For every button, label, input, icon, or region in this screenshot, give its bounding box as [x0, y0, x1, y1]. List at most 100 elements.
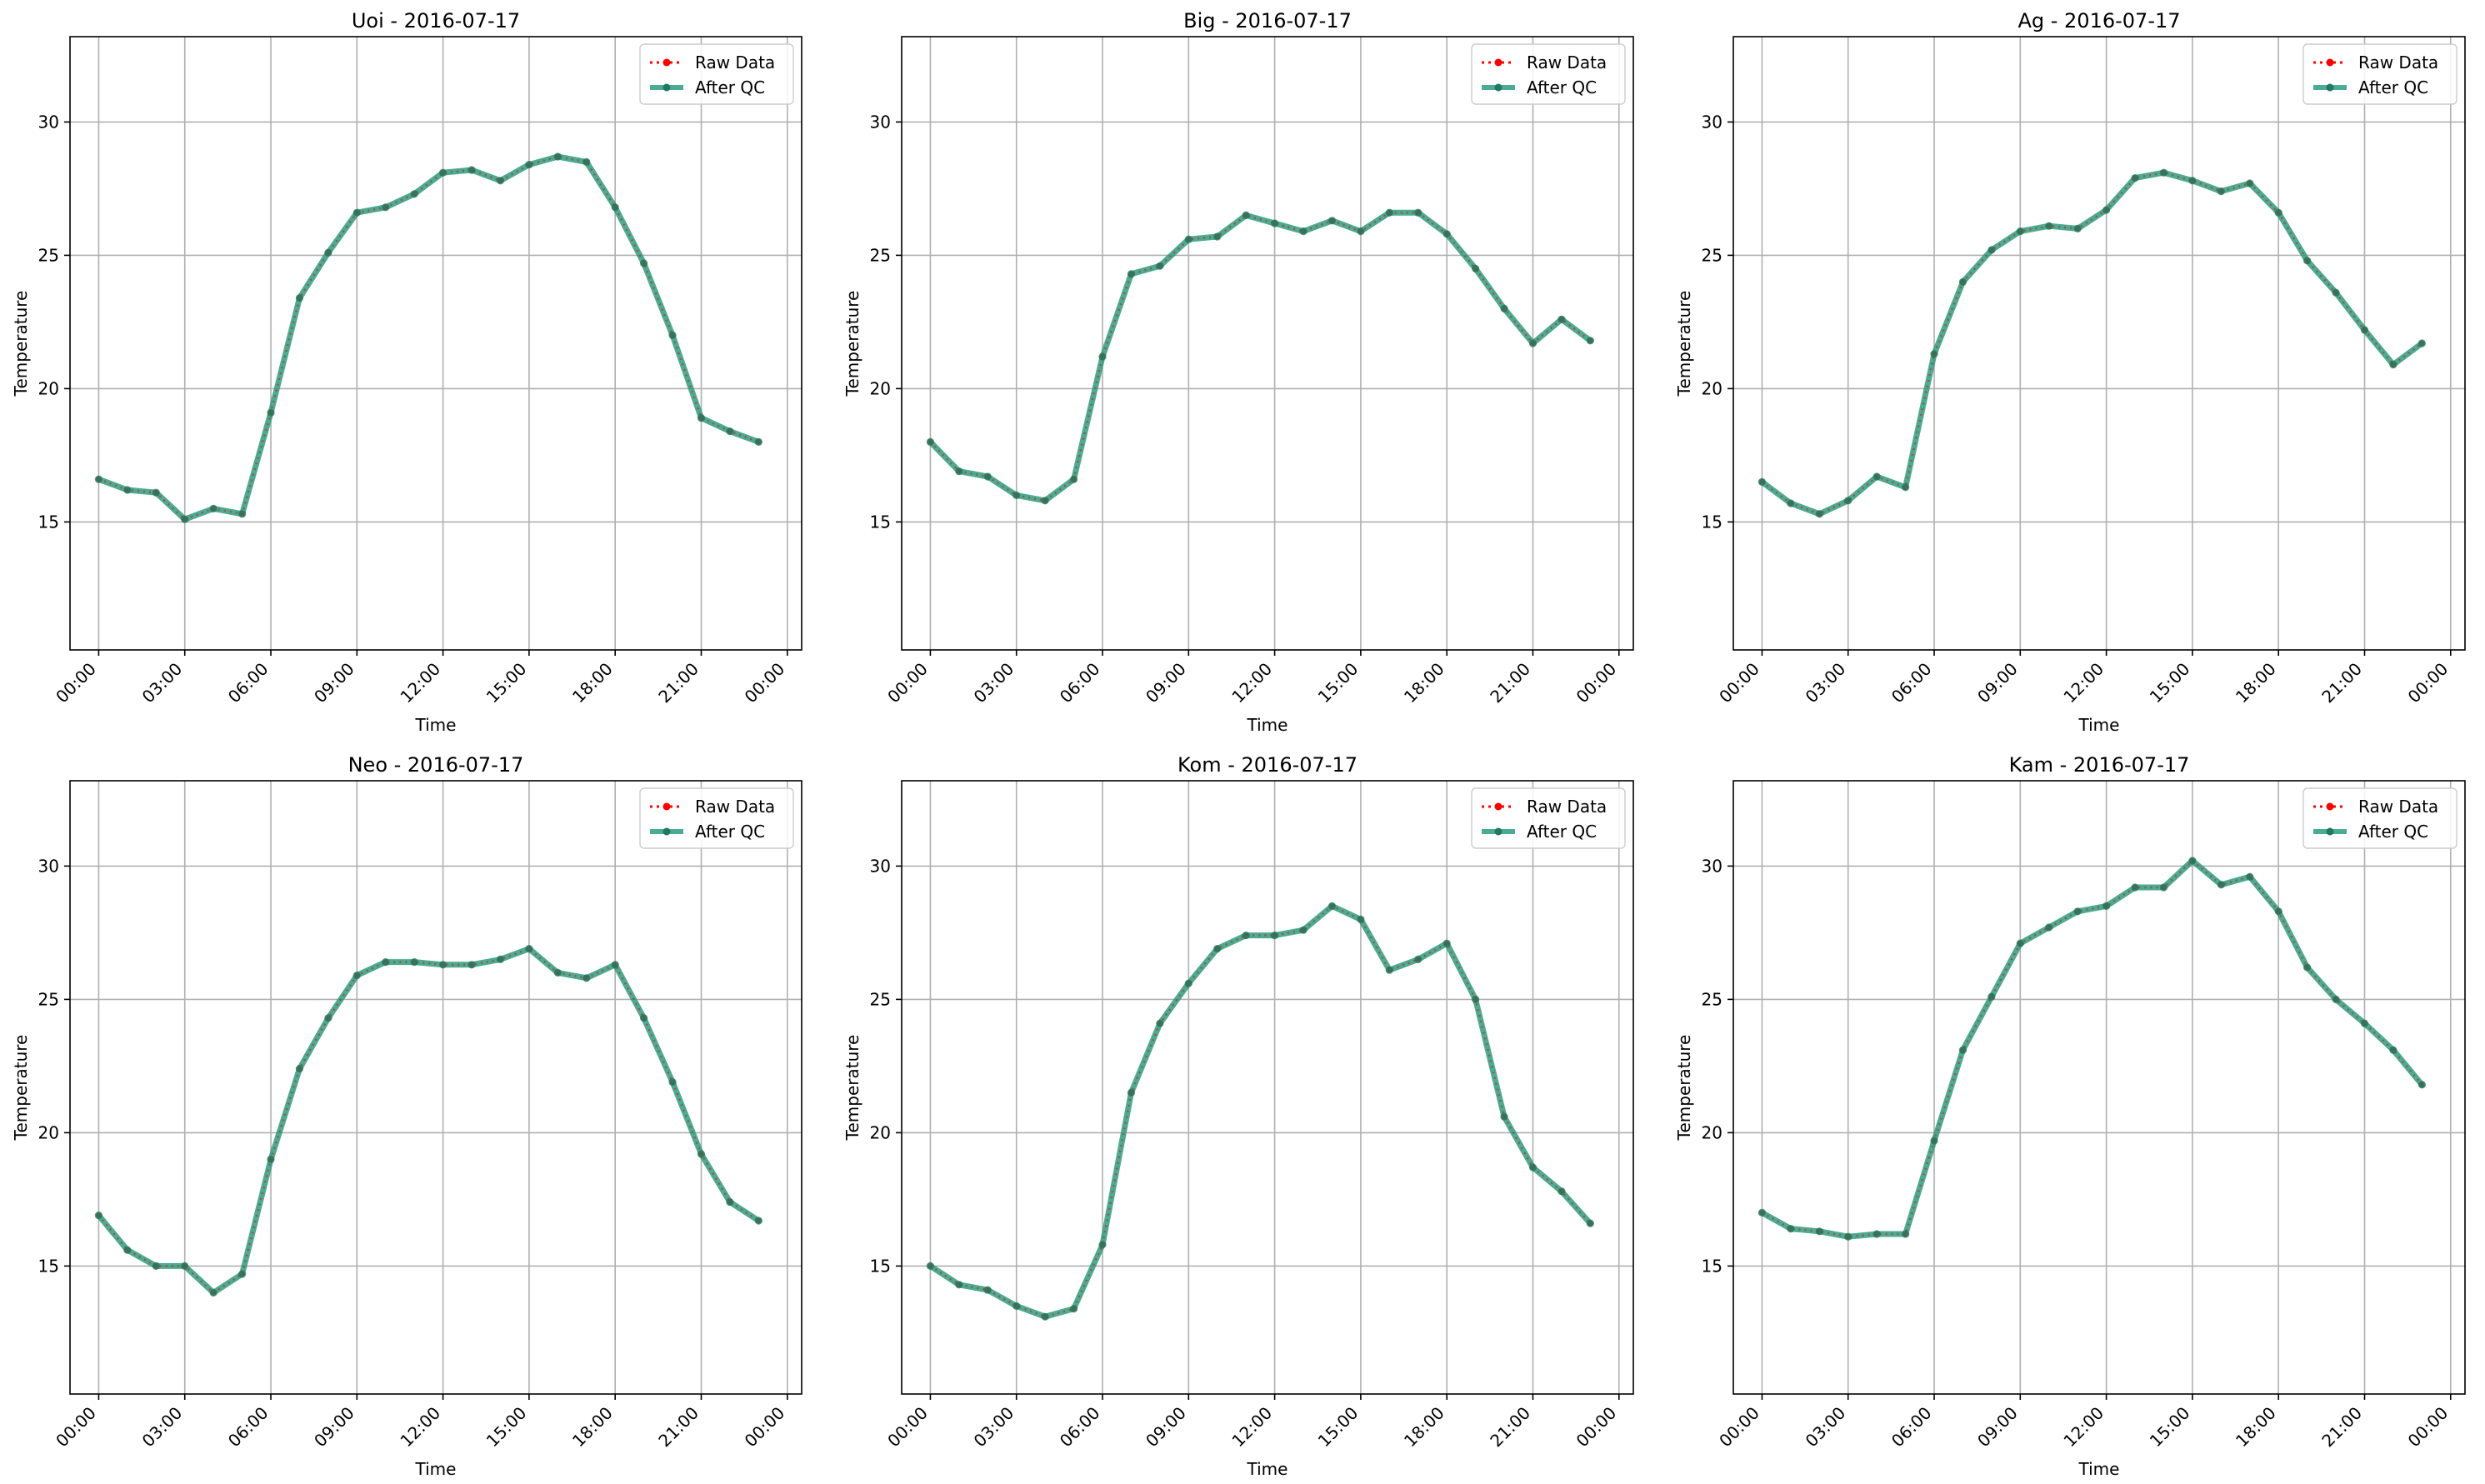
data-point-after-qc [2188, 177, 2197, 185]
x-tick-label: 09:00 [310, 1403, 358, 1452]
y-tick-label: 25 [870, 989, 891, 1009]
data-point-after-qc [1328, 217, 1337, 225]
series-line-raw-data [98, 155, 759, 521]
series-line-raw-data [1761, 859, 2423, 1238]
data-point-after-qc [1988, 246, 1996, 254]
y-tick-label: 25 [1702, 245, 1722, 265]
subplot-2: 00:00 03:00 06:00 09:00 12:00 15:00 18:00 21:00… [842, 9, 1634, 735]
x-tick-label: 15:00 [1314, 1403, 1362, 1452]
y-axis-label: Temperature [1674, 1035, 1694, 1142]
legend-marker-raw-data [2326, 802, 2334, 811]
data-point-after-qc [123, 1246, 132, 1254]
data-point-after-qc [2332, 288, 2340, 297]
data-point-after-qc [1414, 208, 1422, 217]
data-point-after-qc [1213, 945, 1222, 953]
data-point-after-qc [525, 945, 533, 953]
data-point-after-qc [2332, 995, 2340, 1003]
data-point-after-qc [496, 177, 505, 185]
legend-label-raw-data: Raw Data [695, 52, 775, 72]
x-tick-label: 00:00 [1572, 659, 1621, 707]
series-line-raw-data [98, 947, 760, 1295]
data-point-after-qc [1299, 926, 1308, 934]
y-tick-label: 30 [38, 112, 59, 132]
legend-marker-after-qc [1494, 83, 1502, 92]
x-tick-label: 03:00 [970, 659, 1018, 707]
data-point-after-qc [1041, 497, 1049, 505]
axes-frame [901, 36, 1634, 651]
subplot-title: Kam - 2016-07-17 [2009, 753, 2190, 777]
data-point-after-qc [1414, 955, 1422, 963]
data-point-after-qc [2303, 963, 2312, 972]
data-point-after-qc [525, 161, 533, 169]
data-point-after-qc [152, 1262, 160, 1270]
y-tick-label: 25 [870, 245, 891, 265]
x-tick-label: 18:00 [1400, 1403, 1448, 1452]
series-line-after-qc [95, 153, 762, 522]
data-point-after-qc [324, 1014, 332, 1022]
data-point-after-qc [2274, 208, 2282, 217]
data-point-after-qc [1586, 1219, 1594, 1227]
data-point-after-qc [410, 958, 418, 967]
data-point-after-qc [1758, 1208, 1767, 1217]
data-point-after-qc [1442, 939, 1451, 947]
legend-marker-after-qc [2326, 83, 2334, 92]
data-point-after-qc [1586, 337, 1594, 345]
x-tick-label: 21:00 [654, 1403, 702, 1452]
series-line-after-qc [927, 902, 1593, 1320]
data-point-after-qc [1844, 1232, 1852, 1241]
data-point-after-qc [611, 961, 619, 969]
x-tick-label: 06:00 [224, 1403, 272, 1452]
y-tick-label: 30 [1702, 856, 1722, 876]
data-point-after-qc [1098, 1241, 1107, 1249]
data-point-after-qc [1127, 1088, 1136, 1097]
x-tick-label: 00:00 [1715, 1403, 1763, 1452]
x-axis-label: Time [2078, 715, 2120, 735]
data-point-after-qc [2303, 257, 2312, 265]
data-point-after-qc [754, 1217, 762, 1225]
legend-marker-after-qc [1494, 827, 1502, 836]
x-tick-label: 00:00 [2404, 659, 2452, 707]
x-tick-label: 15:00 [2146, 659, 2194, 707]
y-tick-label: 30 [870, 112, 891, 132]
x-tick-label: 12:00 [2059, 1403, 2108, 1452]
data-point-after-qc [2131, 174, 2139, 182]
y-tick-label: 20 [38, 378, 59, 398]
subplot-title: Uoi - 2016-07-17 [352, 9, 520, 32]
axes-frame [69, 36, 802, 651]
x-tick-label: 09:00 [310, 659, 358, 707]
series-line-after-qc [95, 946, 762, 1296]
x-tick-label: 00:00 [52, 659, 100, 707]
data-point-after-qc [1012, 491, 1021, 500]
x-tick-label: 03:00 [970, 1403, 1018, 1452]
y-tick-label: 15 [38, 512, 59, 532]
x-tick-label: 09:00 [1142, 1403, 1190, 1452]
data-point-after-qc [2418, 339, 2426, 347]
data-point-after-qc [1213, 232, 1222, 241]
y-tick-label: 25 [1702, 989, 1722, 1009]
data-point-after-qc [1901, 1230, 1910, 1238]
x-tick-label: 21:00 [2318, 1403, 2366, 1452]
data-point-after-qc [1500, 1112, 1508, 1121]
series-line-after-qc [1758, 169, 2425, 517]
y-tick-label: 15 [1702, 512, 1722, 532]
data-point-after-qc [1988, 992, 1996, 1001]
legend-label-raw-data: Raw Data [1527, 52, 1607, 72]
subplot-5: 00:00 03:00 06:00 09:00 12:00 15:00 18:00 21:00… [842, 753, 1634, 1479]
data-point-after-qc [1901, 483, 1910, 492]
data-point-after-qc [2045, 222, 2053, 230]
y-axis-label: Temperature [11, 291, 31, 397]
x-tick-label: 00:00 [52, 1403, 100, 1452]
data-point-after-qc [1815, 1227, 1823, 1236]
x-axis-label: Time [1247, 1459, 1288, 1479]
y-tick-label: 20 [870, 1122, 891, 1142]
data-point-after-qc [640, 1014, 648, 1022]
data-point-after-qc [295, 1065, 304, 1073]
legend-label-after-qc: After QC [695, 822, 765, 842]
x-tick-label: 06:00 [224, 659, 272, 707]
x-tick-label: 21:00 [2318, 659, 2366, 707]
data-point-after-qc [2246, 179, 2254, 187]
subplot-3: 00:00 03:00 06:00 09:00 12:00 15:00 18:00 21:00… [1674, 9, 2466, 735]
data-point-after-qc [1156, 1019, 1164, 1027]
data-point-after-qc [1069, 475, 1078, 483]
x-tick-label: 00:00 [1572, 1403, 1621, 1452]
